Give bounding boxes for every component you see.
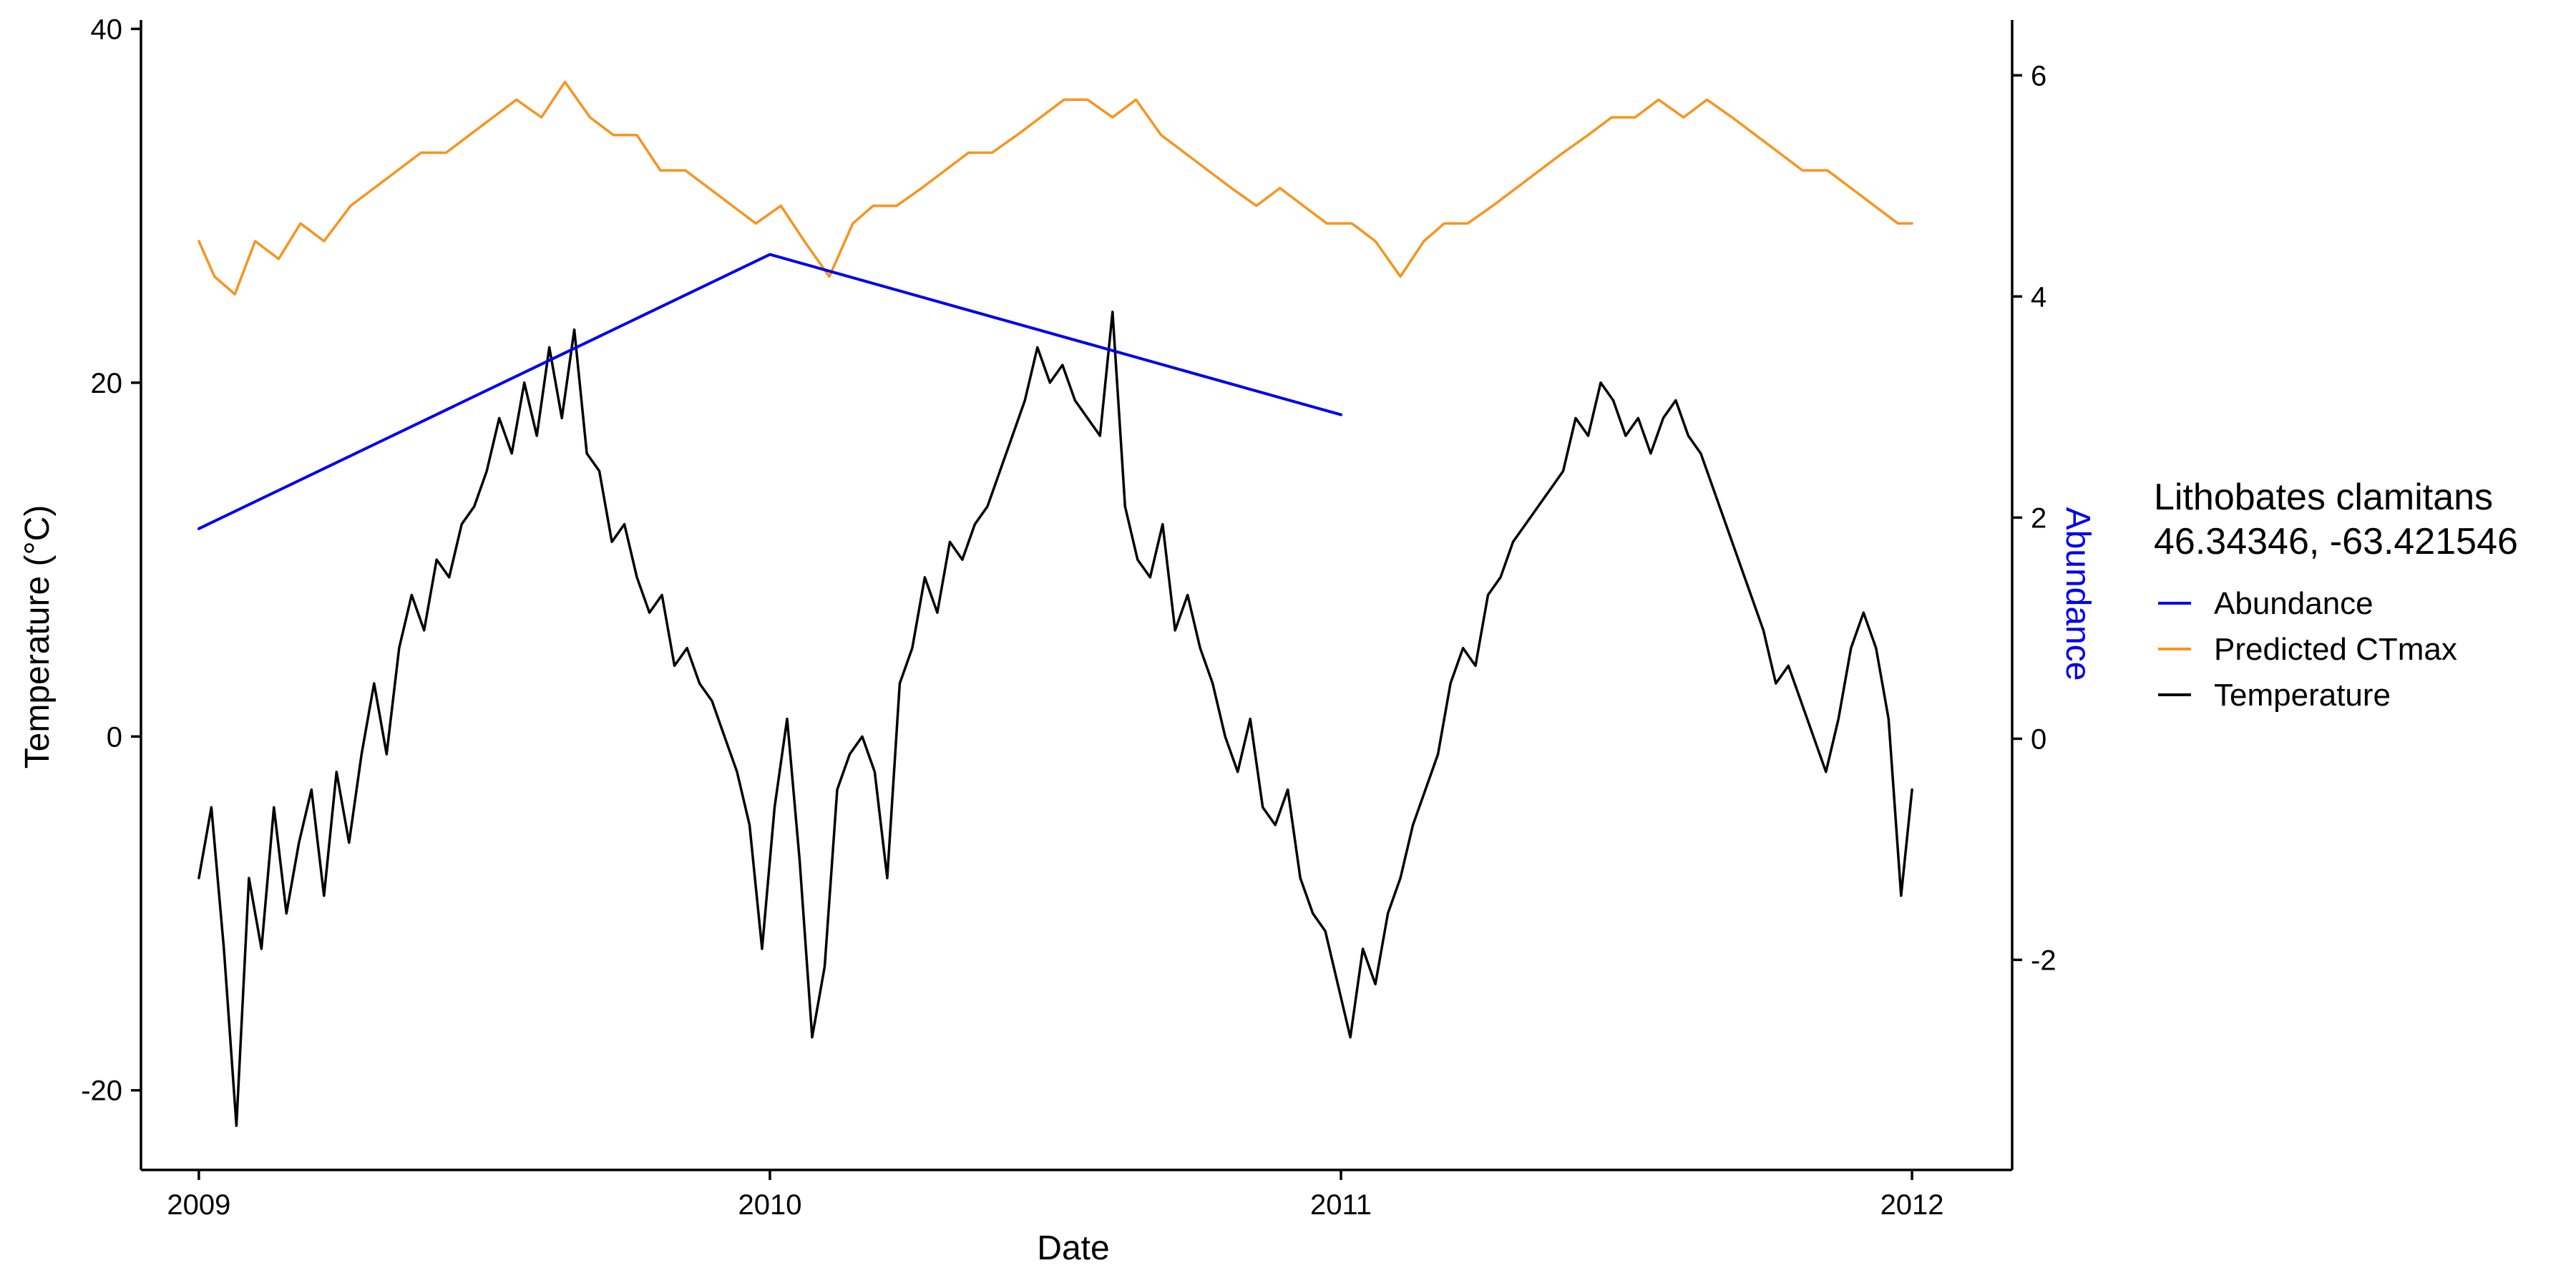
x-tick-label: 2010 bbox=[738, 1189, 801, 1221]
y-tick-label-left: -20 bbox=[81, 1075, 122, 1107]
legend: Lithobates clamitans 46.34346, -63.42154… bbox=[2154, 477, 2518, 713]
series-layer bbox=[197, 80, 1913, 1127]
x-axis-title: Date bbox=[1037, 1229, 1109, 1267]
legend-title-coordinates: 46.34346, -63.421546 bbox=[2154, 521, 2518, 562]
y-tick-label-left: 0 bbox=[107, 721, 122, 753]
y-tick-label-right: 2 bbox=[2031, 502, 2046, 534]
series-line-temperature bbox=[197, 311, 1913, 1127]
y-axis-title-right: Abundance bbox=[2059, 507, 2097, 681]
legend-label-predicted-ctmax: Predicted CTmax bbox=[2214, 632, 2457, 667]
y-tick-label-left: 40 bbox=[91, 14, 123, 45]
x-tick-label: 2011 bbox=[1310, 1189, 1372, 1221]
y-tick-label-right: -2 bbox=[2031, 945, 2057, 976]
legend-label-temperature: Temperature bbox=[2214, 678, 2391, 713]
y-tick-label-right: 0 bbox=[2031, 723, 2046, 755]
y-tick-label-right: 4 bbox=[2031, 281, 2046, 313]
legend-label-abundance: Abundance bbox=[2214, 586, 2373, 621]
x-tick-label: 2009 bbox=[167, 1189, 230, 1221]
y-tick-label-left: 20 bbox=[91, 368, 123, 399]
series-line-predicted-ctmax bbox=[197, 80, 1913, 296]
series-line-abundance bbox=[197, 253, 1342, 530]
y-axis-title-left: Temperature (°C) bbox=[19, 505, 57, 769]
x-tick-label: 2012 bbox=[1880, 1189, 1944, 1221]
y-tick-label-right: 6 bbox=[2031, 60, 2046, 92]
legend-title-species: Lithobates clamitans bbox=[2154, 477, 2493, 518]
